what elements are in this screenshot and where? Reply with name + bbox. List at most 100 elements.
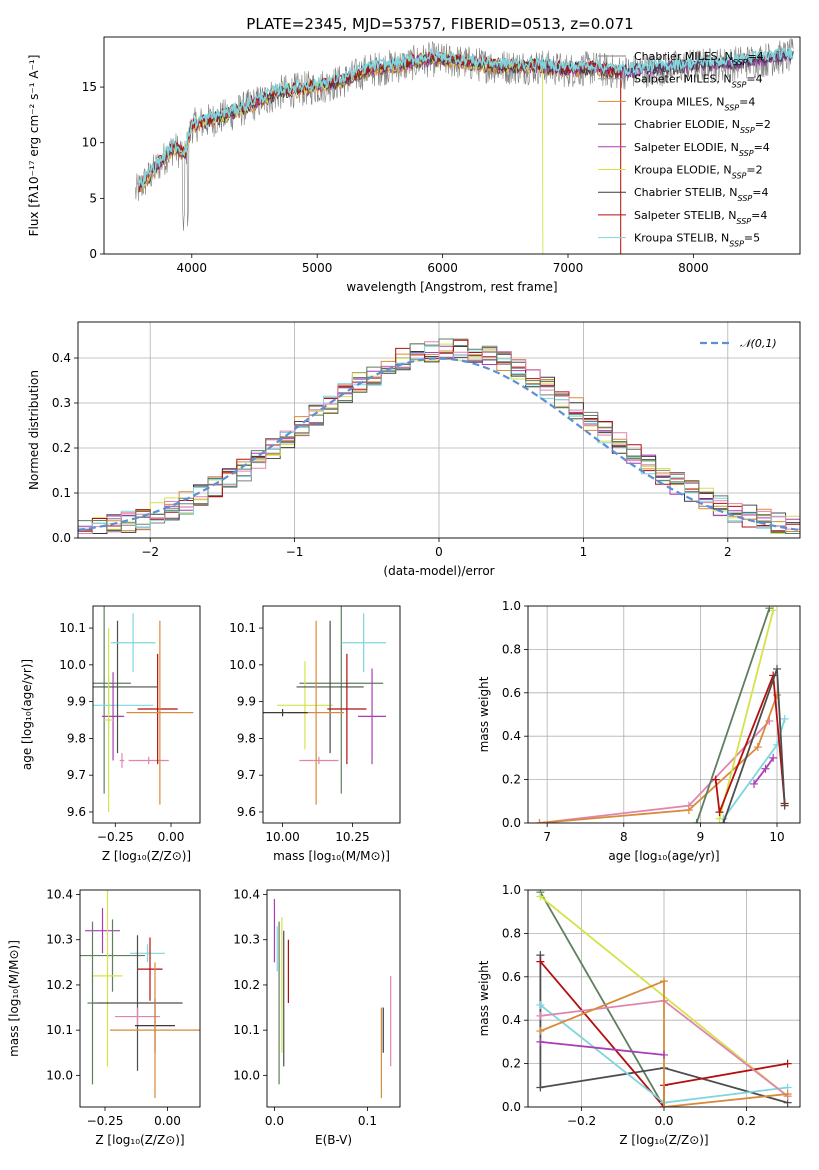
mass-weight-marker bbox=[536, 1001, 545, 1010]
legend-entry: Salpeter MILES, NSSP=4 bbox=[634, 73, 763, 90]
errorbar-point bbox=[93, 606, 131, 794]
mass-weight-marker bbox=[780, 714, 789, 723]
mass-weight-marker bbox=[684, 805, 693, 814]
mass-weight-marker bbox=[783, 1059, 792, 1068]
x-tick-label: 10.00 bbox=[265, 830, 299, 844]
y-tick-label: 0.6 bbox=[502, 686, 521, 700]
y-tick-label: 0 bbox=[89, 247, 97, 261]
x-tick-label: 8 bbox=[620, 830, 628, 844]
plot-area bbox=[528, 606, 800, 823]
mass-weight-series bbox=[539, 955, 788, 1104]
normal-reference-curve bbox=[78, 357, 800, 532]
legend-entry: Chabrier ELODIE, NSSP=2 bbox=[634, 118, 771, 135]
y-tick-label: 10.0 bbox=[59, 658, 86, 672]
plot-area bbox=[528, 890, 800, 1107]
y-tick-label: 15 bbox=[82, 80, 97, 94]
x-tick-label: 0.00 bbox=[154, 1114, 181, 1128]
legend-entry: 𝒩(0,1) bbox=[740, 337, 777, 350]
y-tick-label: 10.1 bbox=[46, 1023, 73, 1037]
mass-weight-marker bbox=[773, 664, 782, 673]
x-axis-label: mass [log₁₀(M/M⊙)] bbox=[273, 849, 390, 863]
plot-area bbox=[135, 37, 794, 254]
y-tick-label: 10 bbox=[82, 136, 97, 150]
mass-weight-marker bbox=[750, 779, 759, 788]
y-tick-label: 10.1 bbox=[233, 1023, 260, 1037]
x-tick-label: 8000 bbox=[678, 261, 709, 275]
axes-frame bbox=[79, 889, 201, 1108]
legend-entry: Chabrier MILES, NSSP=4 bbox=[634, 50, 764, 67]
y-tick-label: 10.3 bbox=[233, 933, 260, 947]
x-axis-label: (data-model)/error bbox=[383, 564, 494, 578]
mass-weight-series bbox=[540, 1041, 665, 1056]
mass-weight-marker bbox=[660, 1103, 668, 1107]
x-tick-label: 9 bbox=[697, 830, 705, 844]
errorbar-point bbox=[327, 653, 367, 765]
legend-entry: Kroupa STELIB, NSSP=5 bbox=[634, 232, 760, 249]
x-axis-label: Z [log₁₀(Z/Z⊙)] bbox=[102, 849, 191, 863]
mass-weight-marker bbox=[660, 977, 668, 986]
mass-weight-series bbox=[539, 891, 665, 1107]
mass-weight-marker bbox=[692, 819, 701, 823]
errorbar-point bbox=[87, 921, 98, 1085]
errorbar-point bbox=[299, 606, 384, 794]
y-tick-label: 9.9 bbox=[237, 695, 256, 709]
mass-weight-series bbox=[695, 607, 771, 823]
mass-weight-marker bbox=[660, 1050, 668, 1059]
y-tick-label: 9.7 bbox=[67, 768, 86, 782]
mass-weight-series bbox=[540, 979, 788, 1107]
x-tick-label: 5000 bbox=[302, 261, 333, 275]
axes-frame bbox=[262, 605, 401, 824]
y-tick-label: 0.0 bbox=[502, 1100, 521, 1114]
panel-2: −2 −1 0 1 2 0.0 0.1 0.2 0.3 0.4 (data-model)/error… bbox=[27, 321, 801, 578]
y-tick-label: 0.4 bbox=[502, 1013, 521, 1027]
y-tick-label: 10.2 bbox=[233, 978, 260, 992]
legend-entry: Salpeter ELODIE, NSSP=4 bbox=[634, 141, 770, 158]
axes-frame bbox=[527, 605, 801, 824]
errorbar-point bbox=[119, 753, 125, 768]
y-axis-label: mass weight bbox=[477, 960, 491, 1036]
y-tick-label: 5 bbox=[89, 191, 97, 205]
y-tick-label: 0.2 bbox=[502, 1057, 521, 1071]
y-tick-label: 9.6 bbox=[237, 805, 256, 819]
panel-6: −0.25 0.00 10.0 10.1 10.2 10.3 10.4 Z [log₁₀(Z/… bbox=[7, 888, 201, 1147]
errorbar-point bbox=[137, 653, 178, 765]
x-tick-label: 10 bbox=[769, 830, 784, 844]
x-tick-label: 0.2 bbox=[737, 1114, 756, 1128]
axes-frame bbox=[103, 36, 801, 255]
y-tick-label: 0.2 bbox=[502, 773, 521, 787]
y-tick-label: 0.6 bbox=[502, 970, 521, 984]
y-tick-label: 1.0 bbox=[502, 883, 521, 897]
mass-weight-marker bbox=[765, 606, 774, 613]
x-axis-label: E(B-V) bbox=[315, 1133, 352, 1147]
y-tick-label: 10.2 bbox=[46, 978, 73, 992]
y-tick-label: 10.4 bbox=[46, 888, 73, 902]
mass-weight-series bbox=[714, 675, 786, 813]
errorbar-point bbox=[299, 756, 339, 765]
y-tick-label: 9.8 bbox=[237, 731, 256, 745]
y-axis-label: Normed distribution bbox=[27, 370, 41, 490]
panel-8: −0.2 0.0 0.2 0.0 0.2 0.4 0.6 0.8 1.0 Z [log₁₀(Z/Z… bbox=[477, 883, 801, 1147]
axes-frame bbox=[77, 321, 801, 539]
y-tick-label: 9.8 bbox=[67, 731, 86, 745]
mass-weight-marker bbox=[536, 957, 545, 966]
mass-weight-marker bbox=[769, 753, 778, 762]
errorbar-point bbox=[126, 620, 194, 805]
plot-area bbox=[78, 322, 800, 538]
x-tick-label: −0.2 bbox=[567, 1114, 596, 1128]
x-tick-label: 7 bbox=[543, 830, 551, 844]
errorbar-point bbox=[92, 935, 183, 1071]
y-tick-label: 0.0 bbox=[52, 531, 71, 545]
y-axis-label: age [log₁₀(age/yr)] bbox=[20, 659, 34, 770]
errorbar-point bbox=[263, 708, 308, 717]
y-axis-label: mass weight bbox=[477, 676, 491, 752]
errorbar-point bbox=[130, 944, 165, 963]
x-tick-label: 2 bbox=[724, 545, 732, 559]
x-tick-label: 1 bbox=[580, 545, 588, 559]
x-tick-label: 0.1 bbox=[358, 1114, 377, 1128]
mass-weight-marker bbox=[711, 775, 720, 784]
x-tick-label: −2 bbox=[141, 545, 159, 559]
x-tick-label: 0 bbox=[435, 545, 443, 559]
x-tick-label: 6000 bbox=[427, 261, 458, 275]
mass-weight-marker bbox=[535, 819, 544, 823]
